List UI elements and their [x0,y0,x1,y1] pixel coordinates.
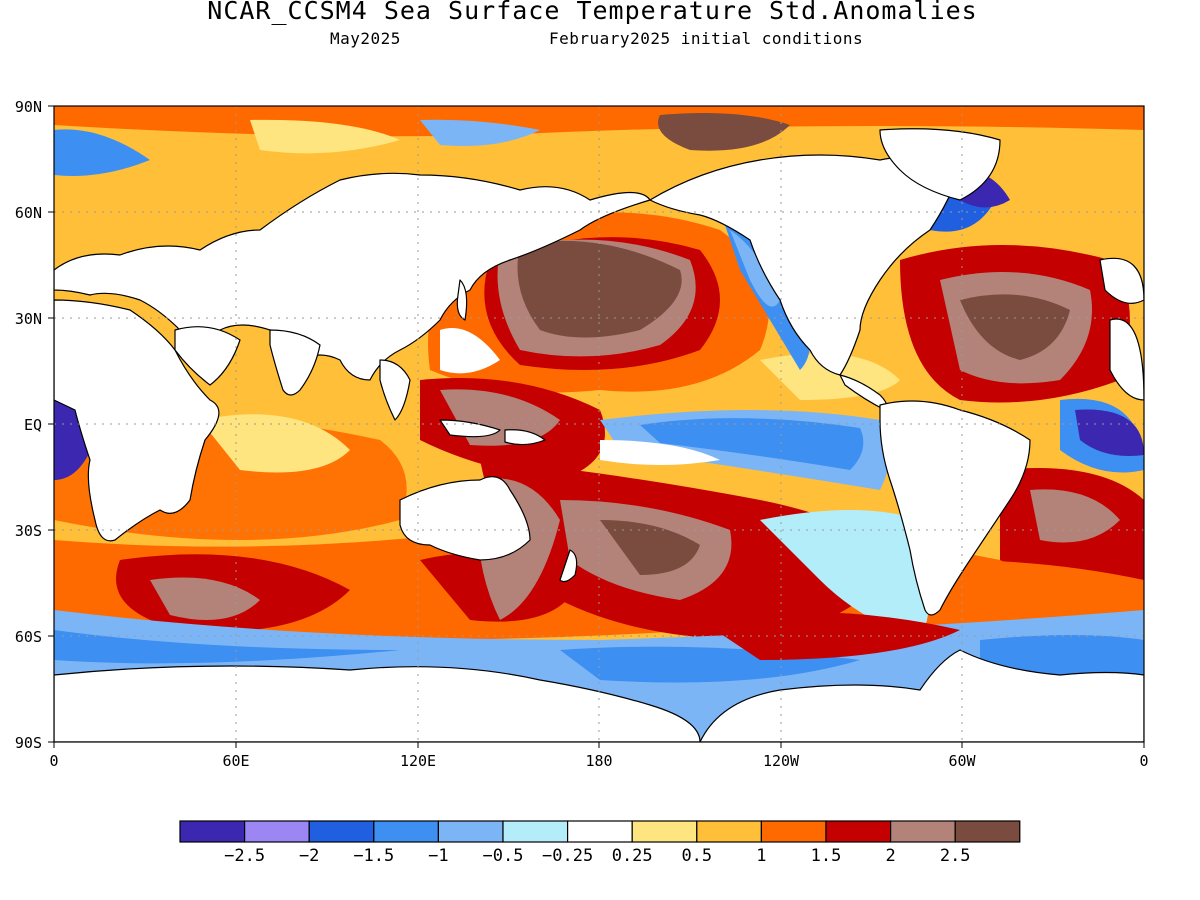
south-atlantic-extreme [1030,489,1120,543]
land-australia [399,476,531,561]
gulf-guinea-very-cold [1075,409,1144,456]
lon-label: 60E [222,752,249,770]
lat-label: 60N [15,204,42,222]
land-north-america [649,154,961,376]
initial-conditions: February2025 initial conditions [549,29,864,48]
lon-label: 180 [585,752,612,770]
lon-label: 60W [948,752,976,770]
land-new-guinea [504,429,546,446]
lat-labels: 90N 60N 30N EQ 30S 60S 90S [15,98,42,752]
arctic-mild [250,119,400,154]
lat-label: 30N [15,310,42,328]
colorbar-level-label: −2.5 [224,846,266,866]
land-africa [54,299,220,542]
lat-label: 90N [15,98,42,116]
lat-label: 90S [15,734,42,752]
land-south-america [879,400,1031,616]
land-new-zealand [559,549,578,583]
arabian-sea-mild [200,414,350,473]
land-antarctica-east [54,665,701,742]
colorbar-swatch [954,820,1021,843]
colorbar [179,820,1021,843]
colorbar-swatch [373,820,439,843]
colorbar-swatch [889,820,956,843]
colorbar-swatch [437,820,504,843]
colorbar-swatch [760,820,827,843]
equatorial-neutral [600,440,720,465]
southeast-pacific-cool [760,510,930,640]
arctic-cool [420,119,540,146]
south-indian-extreme [150,577,260,620]
colorbar-level-label: 1.5 [810,846,842,866]
north-atlantic-core [960,294,1070,360]
colorbar-level-label: 2.5 [939,846,971,866]
colorbar-level-label: −2 [298,846,320,866]
lon-label: 0 [1139,752,1148,770]
figure-title: NCAR_CCSM4 Sea Surface Temperature Std.A… [207,0,978,25]
land-japan [456,279,468,321]
axis-ticks [48,105,1145,748]
land-india [269,329,321,396]
colorbar-swatch [308,820,375,843]
kuroshio-light [440,328,500,374]
colorbar-level-label: −1.5 [353,846,395,866]
lon-label: 0 [49,752,58,770]
land-antarctica-west [699,649,1144,742]
lon-labels: 0 60E 120E 180 120W 60W 0 [49,752,1148,770]
colorbar-level-label: 0.25 [611,846,653,866]
colorbar-level-label: −0.5 [482,846,524,866]
colorbar-swatch [179,820,246,843]
california-cool-edge [730,230,780,307]
colorbar-level-label: −0.25 [542,846,594,866]
north-pacific-core [517,240,682,338]
lon-label: 120W [763,752,800,770]
colorbar-swatch [566,820,633,843]
land-greenland [879,128,1001,201]
colorbar-swatch [502,820,569,843]
colorbar-swatch [825,820,892,843]
south-pacific-core [600,520,700,575]
antarctic-cold-west [54,630,400,664]
valid-month: May2025 [330,29,401,48]
land-arabia [174,326,241,386]
land-masses [54,128,1144,742]
arctic-core [658,112,790,151]
colorbar-level-label: 1 [756,846,767,866]
colorbar-level-label: 2 [885,846,896,866]
colorbar-swatch [631,820,698,843]
colorbar-swatch [244,820,310,843]
lon-label: 120E [400,752,436,770]
arctic-cold-west [54,129,150,176]
equatorial-cold-core [640,418,864,470]
land-indochina [379,359,411,421]
colorbar-swatch [696,820,762,843]
graticule [54,106,1144,742]
lat-label: EQ [24,416,42,434]
colorbar-level-label: 0.5 [681,846,713,866]
lat-label: 60S [15,628,42,646]
colorbar-level-label: −1 [428,846,449,866]
lat-label: 30S [15,522,42,540]
